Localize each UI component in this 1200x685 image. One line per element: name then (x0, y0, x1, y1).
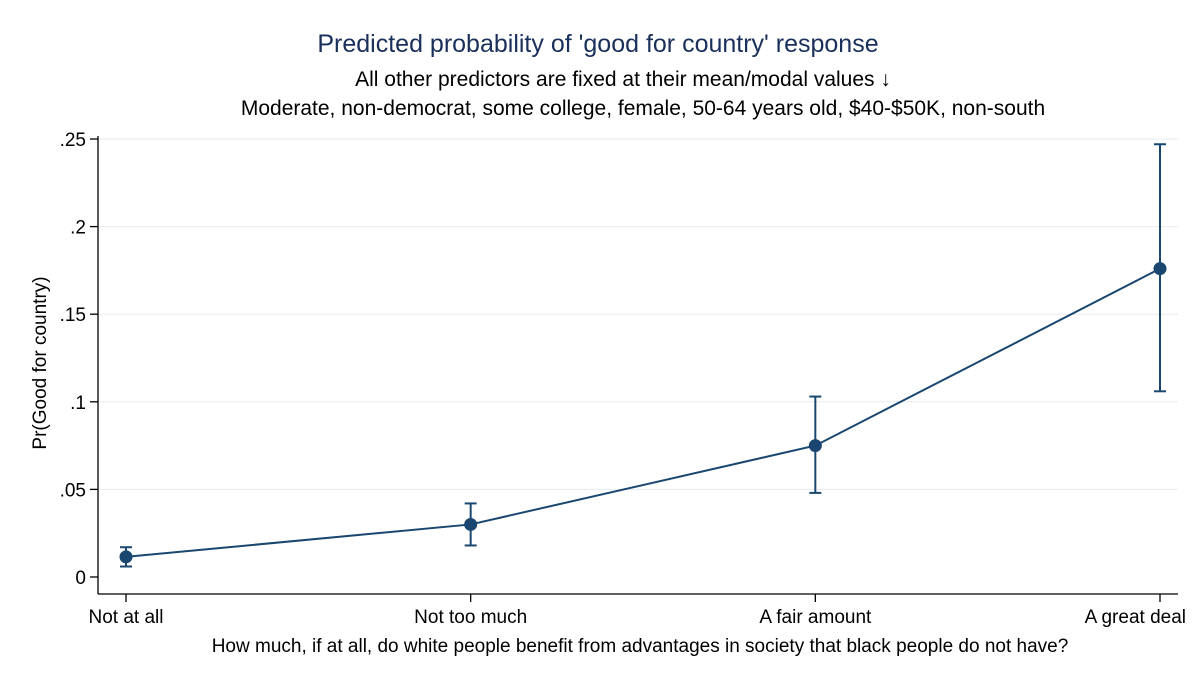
gridlines (98, 138, 1178, 490)
series-lines (125, 267, 1161, 558)
x-tick-label: A great deal (1085, 607, 1186, 628)
series-line (125, 267, 1161, 558)
x-tick-label: A fair amount (759, 607, 872, 628)
y-tick-label: .15 (60, 305, 86, 326)
data-point (1153, 262, 1167, 276)
y-tick-label: 0 (75, 568, 86, 589)
chart-title: Predicted probability of 'good for count… (317, 30, 878, 58)
chart-subtitle-line-1: All other predictors are fixed at their … (355, 68, 891, 91)
y-tick-label: .1 (70, 393, 86, 414)
data-point (808, 439, 822, 453)
data-point (464, 517, 478, 531)
series-points (119, 262, 1167, 564)
y-tick-label: .25 (60, 130, 86, 151)
axes (97, 136, 1178, 595)
y-axis-title: Pr(Good for country) (30, 276, 51, 449)
y-axis-ticks: 0 .05 .1 .15 .2 .25 (60, 130, 98, 589)
confidence-intervals (120, 143, 1166, 568)
x-axis-ticks: Not at all Not too much A fair amount A gre… (89, 594, 1186, 628)
x-axis-title: How much, if at all, do white people ben… (212, 636, 1069, 657)
y-tick-label: .2 (70, 218, 86, 239)
data-point (119, 550, 133, 564)
x-tick-label: Not at all (89, 607, 164, 628)
chart-subtitle-line-2: Moderate, non-democrat, some college, fe… (241, 97, 1045, 120)
y-tick-label: .05 (60, 480, 86, 501)
x-tick-label: Not too much (414, 607, 527, 628)
